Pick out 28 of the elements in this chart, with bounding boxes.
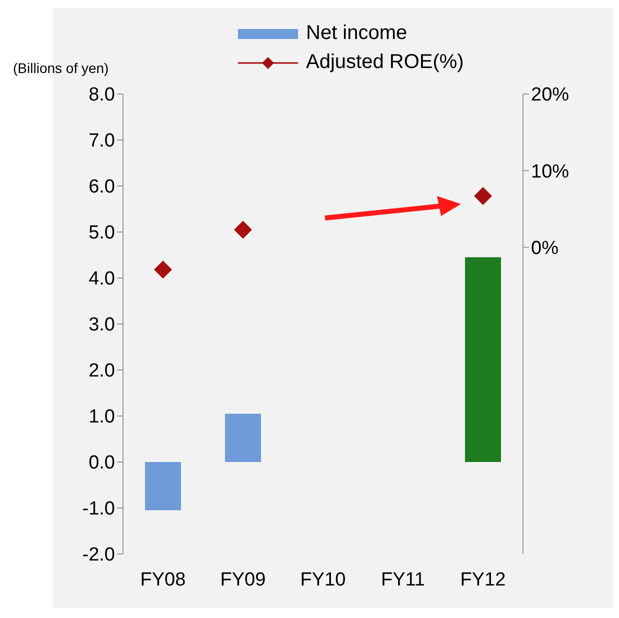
y2-tick-label: 0% <box>531 238 559 260</box>
y-tick-label: 1.0 <box>88 406 115 428</box>
y2-tick-label: 10% <box>531 161 570 182</box>
point <box>154 260 172 279</box>
y2-tick-label: 20% <box>531 84 570 106</box>
x-tick-label: FY10 <box>300 569 346 590</box>
x-tick-label: FY08 <box>140 569 186 590</box>
y-tick-label: 0.0 <box>88 452 115 474</box>
y-tick-label: -2.0 <box>82 544 115 566</box>
y-tick-label: 5.0 <box>88 222 115 244</box>
y-tick-label: -1.0 <box>82 498 115 520</box>
y-tick-label: 3.0 <box>88 314 115 336</box>
bar <box>465 257 501 462</box>
y-tick-label: 6.0 <box>88 176 115 198</box>
x-tick-label: FY11 <box>380 569 426 590</box>
bar <box>145 462 181 510</box>
bar <box>225 414 261 462</box>
point <box>234 220 252 239</box>
legend-label: Adjusted ROE(%) <box>306 51 464 74</box>
point <box>474 186 492 205</box>
x-tick-label: FY12 <box>460 569 506 590</box>
x-tick-label: FY09 <box>220 569 266 590</box>
y-tick-label: 4.0 <box>88 268 115 290</box>
y-tick-label: 7.0 <box>88 130 115 152</box>
y-axis-title: (Billions of yen) <box>13 60 109 76</box>
y-tick-label: 8.0 <box>88 84 115 106</box>
y-tick-label: 2.0 <box>88 360 115 382</box>
legend-label: Net income <box>306 22 408 45</box>
